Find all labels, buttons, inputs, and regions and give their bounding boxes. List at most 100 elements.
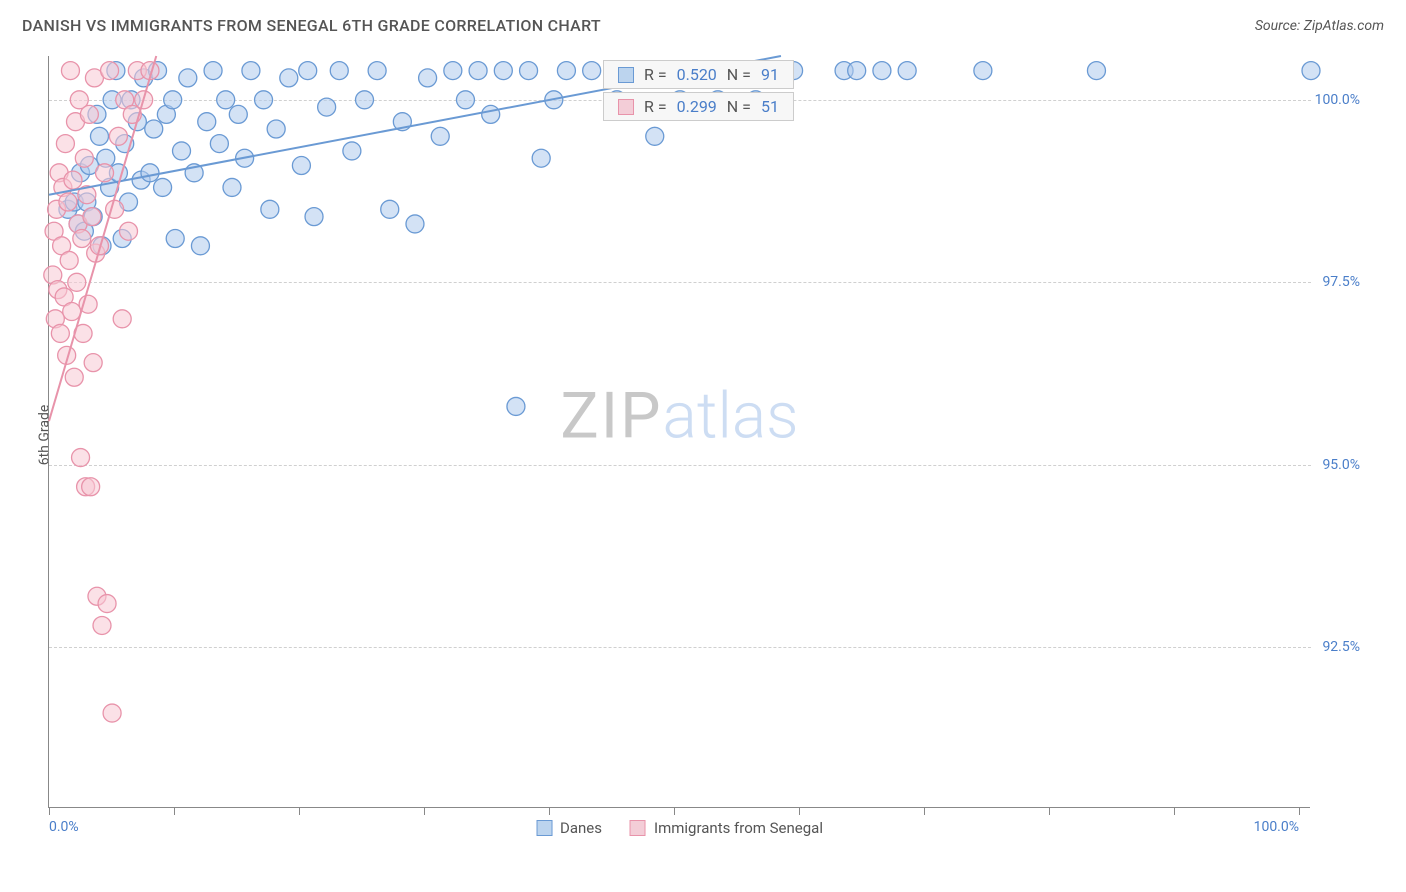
scatter-point [68,273,86,291]
scatter-point [520,62,538,80]
y-tick-label: 97.5% [1322,274,1360,290]
scatter-point [73,230,91,248]
scatter-point [60,251,78,269]
y-tick-label: 92.5% [1322,639,1360,655]
plot-box: 92.5%95.0%97.5%100.0% 0.0%100.0% ZIPatla… [48,56,1310,808]
legend-r-value-danes: 0.520 [677,65,717,84]
legend-n-value-senegal: 51 [761,97,779,116]
scatter-point [1302,62,1320,80]
bottom-legend: Danes Immigrants from Senegal [536,819,823,837]
scatter-point [532,149,550,167]
y-tick-label: 100.0% [1315,92,1360,108]
bottom-legend-senegal: Immigrants from Senegal [630,819,823,837]
scatter-point [368,62,386,80]
scatter-point [557,62,575,80]
scatter-point [456,91,474,109]
scatter-point [419,69,437,87]
scatter-svg [49,56,1311,808]
scatter-point [75,149,93,167]
scatter-point [223,178,241,196]
y-tick-label: 95.0% [1322,457,1360,473]
scatter-point [109,127,127,145]
scatter-point [242,62,260,80]
scatter-point [63,303,81,321]
scatter-point [173,142,191,160]
scatter-point [113,310,131,328]
scatter-point [898,62,916,80]
scatter-point [83,208,101,226]
scatter-point [61,62,79,80]
scatter-point [101,62,119,80]
legend-swatch-senegal [618,99,634,115]
scatter-point [103,704,121,722]
scatter-point [90,127,108,145]
scatter-point [431,127,449,145]
legend-r-label: R = [644,65,667,84]
x-tick-label: 0.0% [49,819,79,835]
legend-swatch-danes [618,67,634,83]
scatter-point [210,135,228,153]
chart-area: 6th Grade 92.5%95.0%97.5%100.0% 0.0%100.… [48,56,1358,814]
scatter-point [154,178,172,196]
scatter-point [82,478,100,496]
scatter-point [406,215,424,233]
scatter-point [98,595,116,613]
scatter-point [292,157,310,175]
scatter-point [93,616,111,634]
scatter-point [343,142,361,160]
scatter-point [267,120,285,138]
scatter-point [381,200,399,218]
chart-title: DANISH VS IMMIGRANTS FROM SENEGAL 6TH GR… [22,16,601,35]
legend-n-value-danes: 91 [761,65,779,84]
bottom-legend-label-senegal: Immigrants from Senegal [654,819,823,837]
scatter-point [179,69,197,87]
scatter-point [494,62,512,80]
swatch-icon [630,820,646,836]
scatter-point [583,62,601,80]
scatter-point [255,91,273,109]
scatter-point [80,105,98,123]
scatter-point [64,171,82,189]
scatter-point [164,91,182,109]
scatter-point [217,91,235,109]
scatter-point [507,397,525,415]
legend-r-value-senegal: 0.299 [677,97,717,116]
bottom-legend-danes: Danes [536,819,602,837]
title-bar: DANISH VS IMMIGRANTS FROM SENEGAL 6TH GR… [0,0,1406,43]
scatter-point [65,368,83,386]
scatter-point [646,127,664,145]
scatter-point [469,62,487,80]
bottom-legend-label-danes: Danes [560,819,602,837]
source-attribution: Source: ZipAtlas.com [1255,18,1384,34]
scatter-point [261,200,279,218]
scatter-point [51,324,69,342]
scatter-point [444,62,462,80]
legend-r-label: R = [644,97,667,116]
x-tick-label: 100.0% [1254,819,1299,835]
legend-box-senegal: R = 0.299 N = 51 [603,92,794,121]
scatter-point [198,113,216,131]
scatter-point [330,62,348,80]
scatter-point [56,135,74,153]
scatter-point [299,62,317,80]
scatter-point [280,69,298,87]
scatter-point [318,98,336,116]
scatter-point [96,164,114,182]
scatter-point [141,164,159,182]
scatter-point [84,354,102,372]
scatter-point [974,62,992,80]
scatter-point [873,62,891,80]
scatter-point [59,193,77,211]
legend-n-label: N = [727,65,751,84]
scatter-point [145,120,163,138]
scatter-point [204,62,222,80]
legend-box-danes: R = 0.520 N = 91 [603,60,794,89]
scatter-point [848,62,866,80]
scatter-point [305,208,323,226]
scatter-point [229,105,247,123]
scatter-point [166,230,184,248]
scatter-point [120,222,138,240]
scatter-point [191,237,209,255]
scatter-point [356,91,374,109]
scatter-point [1087,62,1105,80]
